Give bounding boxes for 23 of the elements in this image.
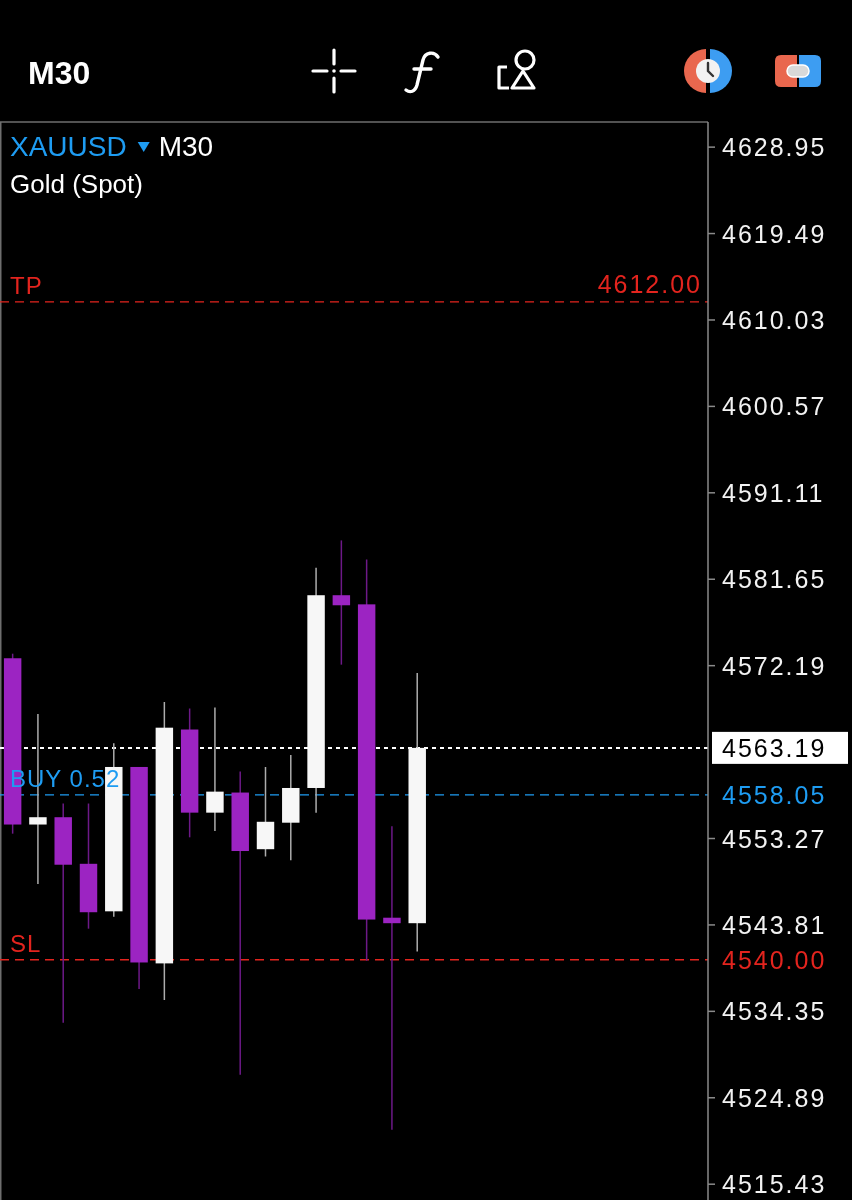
y-tick-label: 4591.11: [722, 478, 825, 507]
text: Gold (Spot): [10, 169, 143, 199]
y-tick-label: 4600.57: [722, 392, 827, 421]
annotation: 4612.00: [597, 269, 702, 298]
text: 4540.00: [722, 945, 827, 974]
y-tick-label: 4619.49: [722, 219, 827, 248]
candlestick: [383, 825, 401, 1131]
y-tick-label: 4610.03: [722, 305, 827, 334]
y-tick-label: 4581.65: [722, 565, 827, 594]
y-tick-label: 4572.19: [722, 651, 827, 680]
chart-title: XAUUSD M30: [10, 131, 214, 162]
text: 4563.19: [722, 733, 827, 762]
y-tick-label: 4515.43: [722, 1170, 827, 1199]
y-tick-label: 4553.27: [722, 824, 827, 853]
y-tick-label: 4543.81: [722, 910, 827, 939]
y-tick-label: 4524.89: [722, 1083, 827, 1112]
text: M30: [28, 55, 91, 91]
candlestick: [332, 539, 351, 666]
y-tick-label: 4534.35: [722, 997, 827, 1026]
ref-line-label: SL: [10, 929, 42, 957]
y-tick-label: 4628.95: [722, 133, 827, 162]
text: 4558.05: [722, 780, 827, 809]
ref-line-label: TP: [10, 271, 43, 299]
